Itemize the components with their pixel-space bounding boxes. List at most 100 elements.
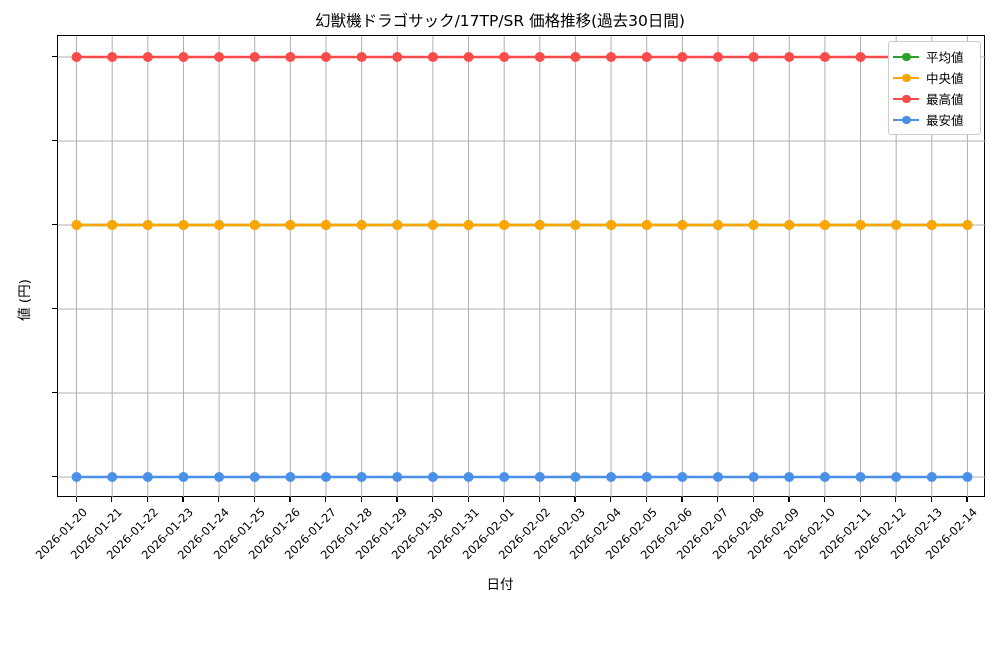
series-marker (748, 220, 759, 230)
series-marker (641, 220, 652, 230)
x-tick-mark (503, 497, 505, 502)
series-marker (71, 472, 82, 482)
x-tick-mark (966, 497, 968, 502)
x-tick-mark (752, 497, 754, 502)
series-marker (178, 52, 189, 62)
series-marker (570, 220, 581, 230)
series-marker (784, 472, 795, 482)
x-tick-mark (325, 497, 327, 502)
series-marker (427, 220, 438, 230)
x-tick-mark (645, 497, 648, 502)
series-marker (463, 472, 474, 482)
series-layer (71, 52, 973, 482)
series-marker (142, 472, 153, 482)
legend-swatch-icon (893, 114, 919, 126)
horizontal-gridlines (58, 56, 986, 478)
series-marker (606, 52, 617, 62)
legend-item-1[interactable]: 平均値 (893, 46, 975, 67)
series-marker (427, 472, 438, 482)
series-marker (570, 472, 581, 482)
y-tick-mark (52, 308, 57, 310)
series-marker (107, 52, 118, 62)
series-marker (214, 220, 225, 230)
x-tick-mark (289, 497, 291, 502)
series-marker (855, 52, 866, 62)
x-tick-mark (610, 497, 612, 502)
x-tick-mark (360, 497, 362, 502)
series-marker (891, 220, 902, 230)
x-tick-mark (788, 497, 790, 502)
series-marker (178, 472, 189, 482)
legend-item-3[interactable]: 最高値 (893, 88, 975, 109)
series-marker (819, 52, 830, 62)
series-marker (214, 52, 225, 62)
legend-swatch-icon (893, 51, 919, 63)
series-marker (285, 472, 296, 482)
series-marker (107, 220, 118, 230)
x-tick-mark (182, 497, 184, 502)
x-tick-mark (75, 497, 77, 502)
series-marker (784, 52, 795, 62)
x-tick-mark (823, 497, 826, 502)
series-marker (71, 52, 82, 62)
series-marker (641, 472, 652, 482)
series-marker (321, 52, 332, 62)
series-marker (819, 220, 830, 230)
series-marker (321, 220, 332, 230)
legend-label: 平均値 (926, 50, 964, 65)
series-marker (499, 472, 510, 482)
series-marker (855, 220, 866, 230)
series-marker (606, 220, 617, 230)
x-axis-label: 日付 (486, 577, 514, 593)
legend-item-2[interactable]: 中央値 (893, 67, 975, 88)
series-marker (926, 472, 937, 482)
series-marker (392, 472, 403, 482)
legend-label: 最高値 (926, 92, 964, 107)
y-tick-mark (52, 392, 57, 394)
series-marker (392, 52, 403, 62)
series-marker (463, 220, 474, 230)
series-marker (392, 220, 403, 230)
x-tick-mark (253, 497, 256, 502)
legend-item-4[interactable]: 最安値 (893, 109, 975, 130)
series-marker (962, 472, 973, 482)
series-marker (356, 52, 367, 62)
legend-label: 中央値 (926, 71, 964, 86)
series-marker (142, 220, 153, 230)
series-marker (926, 220, 937, 230)
series-marker (534, 472, 545, 482)
series-marker (712, 220, 723, 230)
series-marker (499, 220, 510, 230)
y-tick-mark (52, 140, 57, 142)
chart-figure: 幻獣機ドラゴサック/17TP/SR 価格推移(過去30日間) 値 (円) 日付 … (16, 12, 986, 593)
series-marker (855, 472, 866, 482)
x-tick-mark (895, 497, 897, 502)
series-marker (712, 472, 723, 482)
series-marker (534, 52, 545, 62)
x-tick-mark (716, 497, 719, 502)
x-tick-mark (930, 497, 933, 502)
series-marker (178, 220, 189, 230)
y-tick-mark (52, 56, 57, 58)
x-tick-mark (396, 497, 398, 502)
series-marker (249, 472, 260, 482)
series-marker (570, 52, 581, 62)
series-marker (321, 472, 332, 482)
series-marker (285, 220, 296, 230)
series-marker (356, 472, 367, 482)
x-tick-mark (538, 497, 541, 502)
series-marker (784, 220, 795, 230)
series-marker (819, 472, 830, 482)
legend-swatch-icon (893, 93, 919, 105)
series-marker (142, 52, 153, 62)
series-marker (534, 220, 545, 230)
series-marker (427, 52, 438, 62)
x-tick-mark (859, 497, 861, 502)
chart-title: 幻獣機ドラゴサック/17TP/SR 価格推移(過去30日間) (315, 12, 685, 30)
y-tick-mark (52, 224, 57, 226)
series-marker (214, 472, 225, 482)
chart-legend: 平均値中央値最高値最安値 (888, 41, 981, 135)
x-tick-mark (146, 497, 149, 502)
series-marker (71, 220, 82, 230)
x-tick-mark (111, 497, 113, 502)
